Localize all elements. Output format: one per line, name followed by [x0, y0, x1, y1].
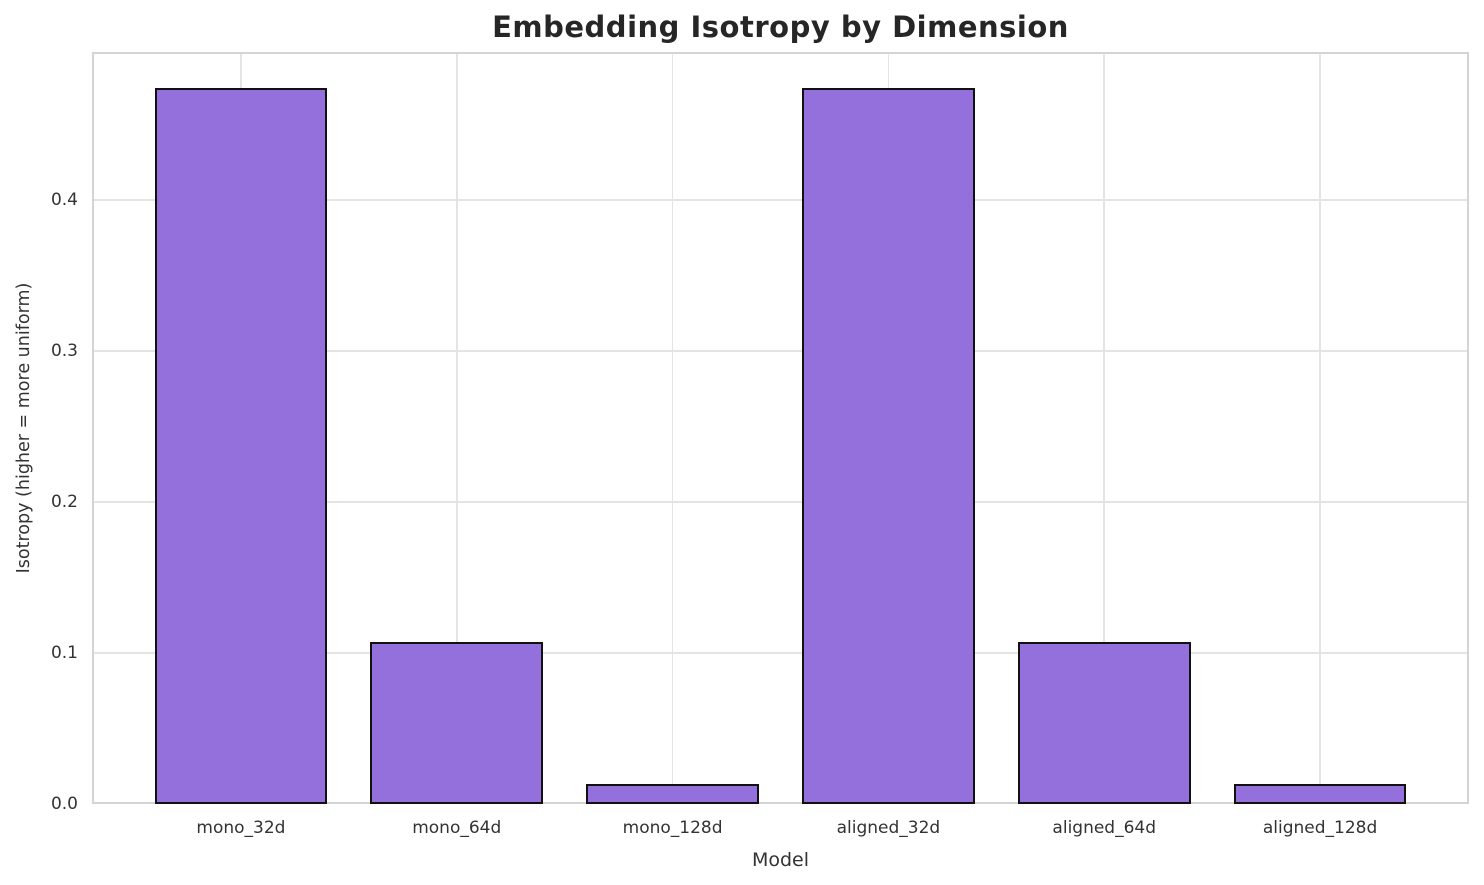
y-tick-label: 0.3 — [50, 340, 78, 361]
x-tick-label: aligned_64d — [1052, 818, 1157, 838]
bar-mono_64d — [370, 642, 544, 804]
x-tick-label: mono_64d — [412, 818, 502, 838]
y-tick-label: 0.2 — [50, 491, 78, 512]
bar-mono_32d — [154, 88, 328, 804]
gridline-y-0.3 — [92, 350, 1469, 352]
chart-title: Embedding Isotropy by Dimension — [492, 10, 1069, 44]
bars-layer — [92, 52, 1469, 804]
bar-aligned_128d — [1233, 784, 1407, 804]
gridline-x-aligned_128d — [1319, 52, 1321, 804]
bar-aligned_64d — [1017, 642, 1191, 804]
x-tick-label: aligned_32d — [836, 818, 941, 838]
bar-aligned_32d — [802, 88, 975, 804]
bar-mono_128d — [586, 784, 759, 804]
gridline-x-mono_64d — [456, 52, 458, 804]
y-axis-label: Isotropy (higher = more uniform) — [14, 282, 34, 574]
x-tick-label: mono_32d — [196, 818, 286, 838]
gridline-y-0.2 — [92, 501, 1469, 503]
gridline-y-0.4 — [92, 199, 1469, 201]
x-tick-label: mono_128d — [622, 818, 723, 838]
y-tick-label: 0.4 — [50, 189, 78, 210]
x-tick-label: aligned_128d — [1262, 818, 1378, 838]
gridline-x-mono_128d — [671, 52, 674, 804]
y-tick-label: 0.0 — [50, 794, 78, 814]
gridline-y-0.1 — [92, 652, 1469, 654]
plot-area — [92, 52, 1469, 804]
y-tick-label: 0.1 — [50, 642, 78, 663]
gridline-x-aligned_64d — [1103, 52, 1105, 804]
x-axis-label: Model — [751, 849, 810, 871]
